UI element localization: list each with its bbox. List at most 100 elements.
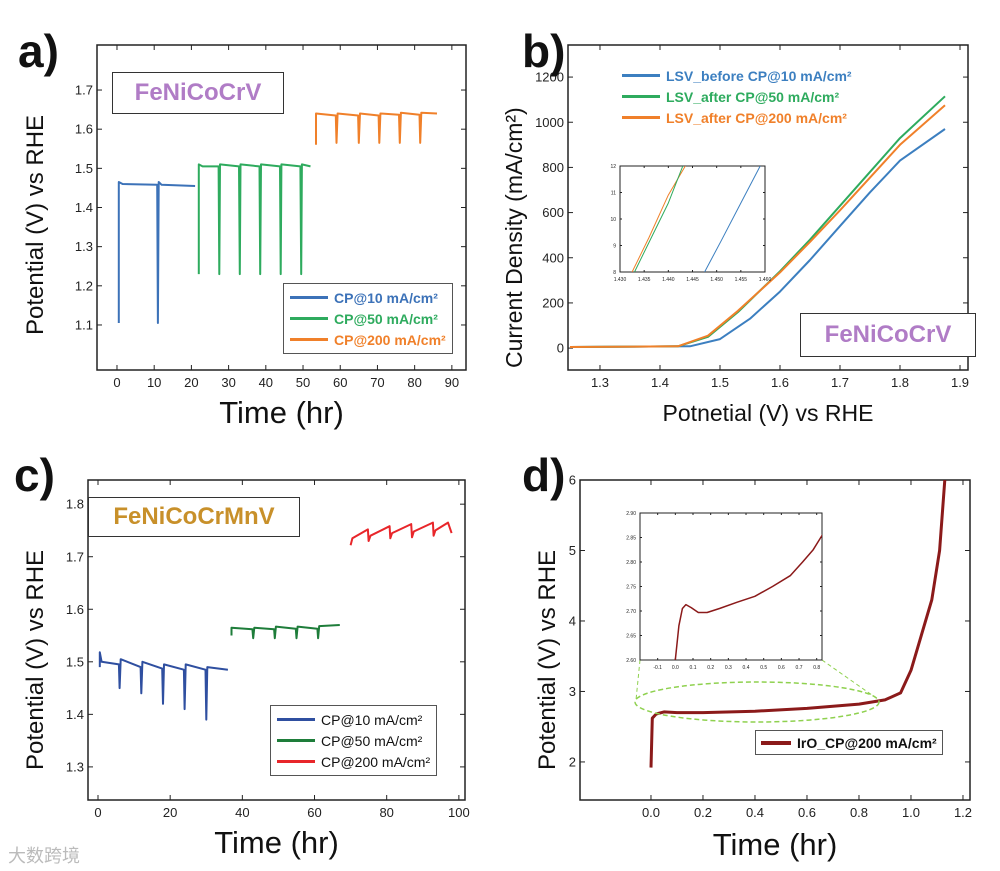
panel-d-inset-xtick-label: 0.3: [725, 665, 732, 671]
panel-a-xtick-label: 40: [259, 375, 273, 390]
panel-d-inset-xtick-label: 0.6: [778, 665, 785, 671]
legend-label: LSV_after CP@50 mA/cm²: [666, 88, 840, 105]
panel-c-ytick-label: 1.4: [66, 707, 84, 722]
legend-swatch: [622, 116, 660, 119]
legend-entry: LSV_after CP@200 mA/cm²: [622, 107, 852, 128]
legend-swatch: [290, 317, 328, 320]
panel-b-inset-xtick-label: 1.430: [614, 277, 627, 283]
panel-c-label: c): [14, 449, 55, 501]
panel-d-ytick-label: 4: [569, 614, 576, 629]
panel-d-inset-ytick-label: 2.70: [626, 609, 636, 615]
panel-c-series-0: [98, 651, 229, 721]
legend-swatch: [277, 718, 315, 721]
panel-a-series-2: [315, 111, 438, 145]
legend-entry: IrO_CP@200 mA/cm²: [761, 732, 937, 753]
panel-d-inset-xtick-label: 0.8: [813, 665, 820, 671]
panel-a-xtick-label: 60: [333, 375, 347, 390]
legend-swatch: [622, 74, 660, 77]
panel-d-zoom-callout: [634, 659, 880, 723]
legend-label: CP@50 mA/cm²: [334, 310, 438, 327]
panel-b-series-2: [569, 104, 946, 348]
legend-swatch: [290, 338, 328, 341]
panel-c-ytick-label: 1.7: [66, 549, 84, 564]
panel-b-inset-series-1: [634, 166, 684, 272]
legend-swatch: [761, 740, 791, 745]
legend-entry: CP@50 mA/cm²: [277, 730, 430, 751]
panel-d-series-0: [649, 480, 947, 768]
panel-a-xtick-label: 20: [184, 375, 198, 390]
panel-a-ytick-label: 1.3: [75, 239, 93, 254]
legend-entry: LSV_after CP@50 mA/cm²: [622, 86, 852, 107]
panel-b-xtick-label: 1.6: [771, 375, 789, 390]
panel-d-inset-ytick-label: 2.80: [626, 560, 636, 566]
panel-d-xtick-label: 0.0: [642, 805, 660, 820]
panel-b-xtick-label: 1.7: [831, 375, 849, 390]
panel-d-inset-ytick-label: 2.90: [626, 511, 636, 517]
panel-d-inset-xtick-label: 0.1: [690, 665, 697, 671]
panel-b-ytick-label: 1200: [535, 70, 564, 85]
panel-d-inset-xtick-label: -0.1: [653, 665, 662, 671]
panel-d-inset-plot: -0.1 0.0 0.1 0.2 0.3 0.4 0.5 0.6 0.7 0.8 2.60 2.65 2…: [626, 511, 823, 671]
panel-b-inset-frame: [619, 165, 766, 273]
legend-label: CP@10 mA/cm²: [334, 289, 438, 306]
legend-entry: CP@200 mA/cm²: [290, 329, 446, 350]
panel-d-inset-xtick-label: 0.4: [743, 665, 750, 671]
panel-b-label: b): [522, 25, 566, 77]
panel-c-xlabel: Time (hr): [214, 825, 339, 860]
panel-d-inset-ytick-label: 2.75: [626, 584, 636, 590]
legend-label: CP@200 mA/cm²: [321, 753, 431, 770]
panel-a-xlabel: Time (hr): [219, 395, 344, 430]
panel-c-series-2: [349, 521, 453, 546]
panel-a-ylabel: Potential (V) vs RHE: [22, 114, 49, 335]
panel-a-ytick-label: 1.4: [75, 200, 93, 215]
panel-a-xtick-label: 50: [296, 375, 310, 390]
panel-b-xtick-label: 1.9: [951, 375, 969, 390]
legend-entry: CP@50 mA/cm²: [290, 308, 446, 329]
legend-swatch: [622, 95, 660, 98]
panel-c-ylabel: Potential (V) vs RHE: [22, 549, 49, 770]
panel-a-sample-name: FeNiCoCrV: [112, 72, 284, 114]
panel-d-ytick-label: 5: [569, 543, 576, 558]
panel-c-xtick-label: 60: [307, 805, 321, 820]
panel-b-inset-xtick-label: 1.460: [759, 277, 772, 283]
panel-b-series-0: [569, 128, 946, 348]
panel-d-inset-ytick-label: 2.60: [626, 658, 636, 664]
panel-b-ytick-label: 0: [557, 341, 564, 356]
panel-c-xtick-label: 20: [163, 805, 177, 820]
panel-a-ytick-label: 1.2: [75, 278, 93, 293]
panel-d-inset-xtick-label: 0.7: [796, 665, 803, 671]
legend-entry: CP@10 mA/cm²: [277, 709, 430, 730]
panel-d-xlabel: Time (hr): [712, 827, 838, 862]
legend-swatch: [277, 739, 315, 742]
panel-b-inset-ytick-label: 10: [610, 217, 616, 223]
panel-c-legend: CP@10 mA/cm² CP@50 mA/cm² CP@200 mA/cm²: [270, 705, 438, 776]
panel-c-sample-name: FeNiCoCrMnV: [88, 497, 300, 537]
panel-a-legend: CP@10 mA/cm² CP@50 mA/cm² CP@200 mA/cm²: [283, 283, 453, 354]
panel-b-xtick-label: 1.5: [711, 375, 729, 390]
panel-a-ytick-label: 1.7: [75, 83, 93, 98]
panel-c-series-1: [230, 624, 340, 640]
panel-a-xtick-label: 10: [147, 375, 161, 390]
panel-d-inset-xtick-label: 0.2: [707, 665, 714, 671]
panel-b-inset-ytick-label: 9: [613, 243, 616, 249]
panel-b-xtick-label: 1.8: [891, 375, 909, 390]
panel-b-legend: LSV_before CP@10 mA/cm² LSV_after CP@50 …: [616, 62, 858, 131]
panel-b-inset-series-2: [704, 166, 761, 272]
legend-label: LSV_after CP@200 mA/cm²: [666, 109, 847, 126]
panel-b-ylabel: Current Density (mA/cm²): [501, 107, 527, 368]
panel-d-inset-ytick-label: 2.85: [626, 535, 636, 541]
panel-d-inset-ytick-label: 2.65: [626, 633, 636, 639]
panel-b-ytick-label: 200: [542, 295, 564, 310]
panel-b-inset-xtick-label: 1.440: [662, 277, 675, 283]
legend-label: LSV_before CP@10 mA/cm²: [666, 67, 852, 84]
panel-d-xtick-label: 0.6: [798, 805, 816, 820]
panel-a-ytick-label: 1.5: [75, 161, 93, 176]
legend-label: CP@200 mA/cm²: [334, 331, 446, 348]
panel-c-ytick-label: 1.3: [66, 759, 84, 774]
panel-b-inset-plot: 1.430 1.435 1.440 1.445 1.450 1.455 1.460 8 9 10 1…: [610, 164, 771, 283]
panel-d-xtick-label: 1.0: [902, 805, 920, 820]
panel-d-ytick-label: 2: [569, 754, 576, 769]
panel-a-xtick-label: 30: [221, 375, 235, 390]
panel-d-xtick-label: 1.2: [954, 805, 972, 820]
panel-b-xtick-label: 1.3: [591, 375, 609, 390]
